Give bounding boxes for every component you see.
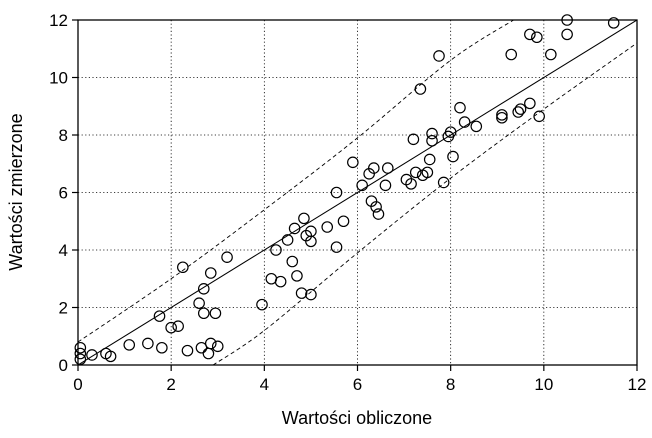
data-point xyxy=(337,215,350,228)
data-point xyxy=(172,320,184,332)
data-point xyxy=(165,321,177,334)
data-point xyxy=(533,110,545,123)
data-point xyxy=(368,162,380,174)
regression-line xyxy=(78,20,637,365)
data-point xyxy=(211,340,224,353)
data-point xyxy=(104,350,117,363)
data-point xyxy=(561,28,573,41)
x-tick-label: 8 xyxy=(446,375,455,394)
data-point xyxy=(288,222,301,235)
data-point xyxy=(177,261,189,274)
x-tick-label: 6 xyxy=(353,375,362,394)
data-point xyxy=(181,344,194,357)
data-point xyxy=(356,179,368,192)
data-point xyxy=(74,347,87,360)
data-points xyxy=(74,14,620,366)
data-point xyxy=(414,83,427,95)
data-point xyxy=(291,270,303,282)
data-point xyxy=(295,287,308,299)
data-point xyxy=(458,116,471,128)
data-point xyxy=(496,109,508,121)
data-point xyxy=(407,133,420,146)
data-point xyxy=(433,50,445,62)
data-point xyxy=(256,298,268,311)
data-point xyxy=(142,337,154,350)
data-point xyxy=(209,307,222,320)
y-tick-label: 4 xyxy=(59,241,68,260)
data-point xyxy=(221,251,233,263)
data-point xyxy=(447,150,459,163)
data-point xyxy=(512,106,525,118)
data-point xyxy=(202,347,215,360)
data-point xyxy=(531,31,543,44)
x-tick-label: 2 xyxy=(166,375,175,394)
data-point xyxy=(195,341,208,354)
confidence-band xyxy=(78,20,637,365)
data-point xyxy=(156,341,168,354)
data-point xyxy=(496,111,508,124)
data-point xyxy=(379,179,392,192)
y-tick-label: 12 xyxy=(49,11,68,30)
data-point xyxy=(193,297,205,309)
data-point xyxy=(409,166,422,179)
data-point xyxy=(505,48,518,61)
y-axis-ticks: 0 2 4 6 8 10 12 xyxy=(49,11,78,375)
data-point xyxy=(305,225,317,238)
x-axis-title: Wartości obliczone xyxy=(282,408,432,428)
y-tick-label: 0 xyxy=(59,356,68,375)
data-point xyxy=(270,244,282,256)
data-point xyxy=(545,48,557,61)
x-axis-ticks: 0 2 4 6 8 10 12 xyxy=(73,365,646,394)
data-point xyxy=(437,176,450,189)
data-point xyxy=(372,208,385,220)
data-point xyxy=(524,28,536,41)
fit-line xyxy=(78,20,637,365)
data-point xyxy=(470,120,483,133)
data-point xyxy=(421,166,434,179)
data-point xyxy=(330,186,343,199)
data-point xyxy=(197,283,210,295)
x-tick-label: 10 xyxy=(534,375,553,394)
data-point xyxy=(305,288,317,301)
data-point xyxy=(370,201,382,213)
confidence-band-lower xyxy=(212,42,637,365)
y-axis-title: Wartości zmierzone xyxy=(6,113,26,270)
data-point xyxy=(454,101,466,114)
data-point xyxy=(321,221,334,233)
data-point xyxy=(74,341,87,354)
confidence-band-upper xyxy=(78,20,514,343)
data-point xyxy=(204,337,217,350)
data-point xyxy=(123,339,136,351)
data-point xyxy=(423,153,436,166)
data-point xyxy=(444,126,457,138)
data-point xyxy=(524,97,536,110)
y-tick-label: 6 xyxy=(59,184,68,203)
data-point xyxy=(347,156,359,169)
data-point xyxy=(330,241,343,253)
data-point xyxy=(281,234,294,246)
data-point xyxy=(514,103,527,115)
y-tick-label: 2 xyxy=(59,299,68,318)
y-tick-label: 8 xyxy=(59,126,68,145)
data-point xyxy=(286,255,299,268)
data-point xyxy=(153,310,166,322)
data-point xyxy=(381,162,394,174)
y-tick-label: 10 xyxy=(49,69,68,88)
data-point xyxy=(405,178,417,190)
data-point xyxy=(86,349,98,361)
data-point xyxy=(274,275,287,288)
data-point xyxy=(426,134,438,147)
data-point xyxy=(607,17,620,29)
data-point xyxy=(197,307,210,320)
data-point xyxy=(298,212,310,225)
data-point xyxy=(426,127,438,140)
x-tick-label: 4 xyxy=(260,375,269,394)
x-tick-label: 0 xyxy=(73,375,82,394)
data-point xyxy=(204,267,217,279)
x-tick-label: 12 xyxy=(628,375,647,394)
